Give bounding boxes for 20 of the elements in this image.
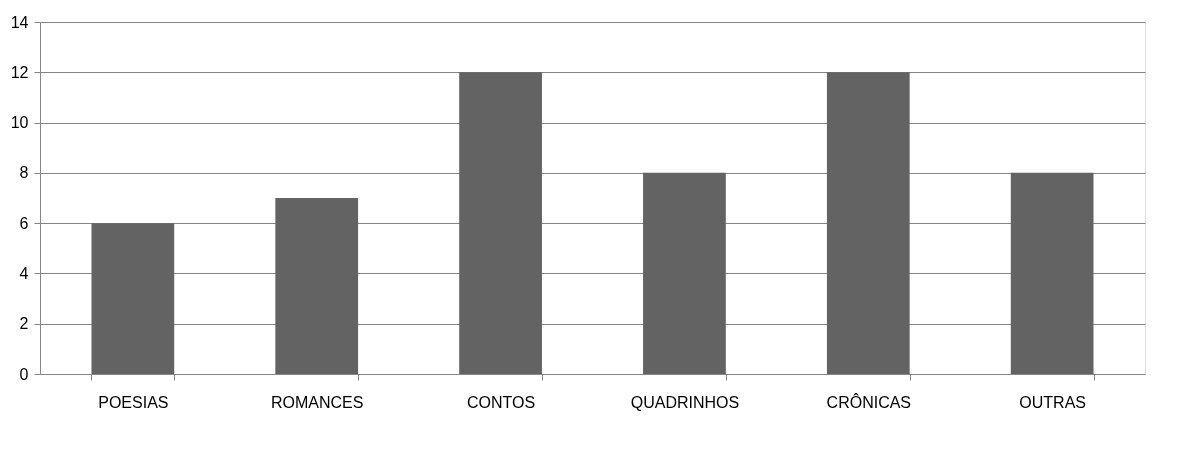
y-tick-label: 10 — [10, 114, 29, 132]
bar — [826, 72, 910, 374]
y-tick-label: 0 — [19, 365, 29, 383]
bar — [459, 72, 542, 374]
y-tick-label: 2 — [19, 315, 29, 333]
y-tick-label: 14 — [10, 13, 29, 31]
x-tick-label: CRÔNICAS — [826, 392, 912, 411]
x-tick-label: POESIAS — [98, 393, 169, 411]
y-tick-label: 6 — [19, 214, 29, 232]
y-tick-label: 4 — [19, 264, 29, 282]
y-tick-label: 8 — [19, 164, 29, 182]
x-tick-label: OUTRAS — [1019, 393, 1086, 411]
bar — [275, 198, 359, 374]
bar — [643, 172, 726, 374]
x-tick-label: ROMANCES — [270, 393, 364, 411]
y-tick-label: 12 — [10, 63, 29, 81]
x-tick-label: CONTOS — [466, 393, 536, 411]
bar — [1010, 172, 1094, 374]
x-tick-label: QUADRINHOS — [630, 393, 740, 411]
bar — [91, 223, 175, 374]
